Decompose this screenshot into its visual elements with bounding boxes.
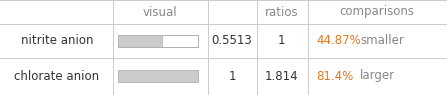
Text: 1.814: 1.814: [264, 70, 298, 82]
Text: nitrite anion: nitrite anion: [21, 34, 93, 48]
Bar: [118, 35, 162, 47]
Text: chlorate anion: chlorate anion: [14, 70, 100, 82]
Text: visual: visual: [143, 6, 177, 19]
Text: ratios: ratios: [265, 6, 299, 19]
Bar: [118, 35, 198, 47]
Text: 44.87%: 44.87%: [316, 34, 361, 48]
Text: 1: 1: [228, 70, 236, 82]
Text: comparisons: comparisons: [340, 6, 414, 19]
Text: 0.5513: 0.5513: [211, 34, 253, 48]
Bar: [118, 35, 198, 47]
Text: 1: 1: [277, 34, 285, 48]
Text: 81.4%: 81.4%: [316, 70, 353, 82]
Text: larger: larger: [360, 70, 395, 82]
Bar: [118, 70, 198, 82]
Text: smaller: smaller: [360, 34, 404, 48]
